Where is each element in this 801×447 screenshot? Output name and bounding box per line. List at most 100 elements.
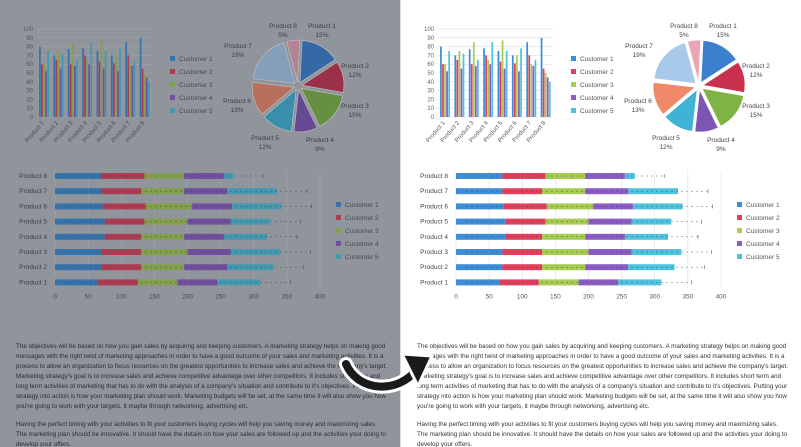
hbar-segment [141,188,185,195]
bar [84,55,86,117]
hbar-segment [542,233,586,240]
panel-divider [400,0,401,447]
pie-slice [652,82,696,115]
bar [96,51,99,117]
x-tick-label: 350 [281,293,292,300]
legend-swatch [336,254,341,259]
bar [141,68,144,117]
bar [119,48,121,117]
bar [470,64,473,117]
bar [98,61,101,117]
bar [90,42,93,118]
pie-slice [687,39,701,83]
pie-slice [252,42,296,84]
legend-label: Customer 1 [179,56,213,63]
after-panel: 0 10 20 30 40 50 60 70 80 90 100 Product 1 Product 2… [401,0,801,447]
legend-swatch [571,56,576,61]
hbar-segment [187,218,231,225]
hbar-segment [187,249,231,255]
bar [499,61,502,117]
hbar-segment [538,279,579,286]
hbar-segment [456,173,503,179]
bar [102,68,105,117]
y-tick-label: 10 [26,106,33,112]
hbar-segment [144,173,185,179]
hbar-segment [177,279,218,286]
bar [440,46,442,117]
y-tick-label: Product 2 [19,264,47,271]
legend-swatch [170,108,175,113]
y-tick-label: Product 3 [420,249,448,256]
paragraph-2: Having the perfect timing with your acti… [16,421,386,447]
y-tick-label: 0 [431,115,435,121]
legend-label: Customer 2 [746,215,780,222]
curved-arrow-icon [339,352,434,394]
hbar-segment [98,279,138,286]
pie-label: Product 1 [709,23,737,30]
legend-label: Customer 1 [345,202,379,209]
bar [483,48,485,117]
pie-slice [293,88,318,133]
y-tick-label: 60 [26,62,33,68]
bar [446,71,448,117]
bar [86,59,89,117]
legend-label: Customer 3 [746,228,780,235]
bar [59,68,62,117]
bar [544,73,547,117]
hbar-segment [55,173,102,179]
hbar-segment [624,173,635,179]
legend-swatch [170,95,175,100]
y-tick-label: 80 [26,45,33,51]
legend-swatch [737,202,742,207]
bar [442,64,444,117]
pie-slice [701,88,744,127]
bar [454,55,457,117]
x-tick-label: 250 [215,293,226,300]
y-tick-label: 40 [26,80,33,86]
pie-percent: 12% [348,72,361,79]
hbar-segment [55,218,105,225]
bar [43,64,45,117]
bar [542,68,545,117]
x-tick-label: 200 [182,293,193,300]
hbar-segment [55,264,102,271]
y-tick-label: 100 [424,27,435,33]
legend-swatch [336,202,341,207]
bar [147,81,150,117]
pie-label: Product 5 [652,135,680,142]
y-tick-label: 0 [30,115,34,121]
y-tick-label: Product 7 [19,188,47,195]
hbar-segment [588,218,632,225]
x-tick-label: 250 [616,293,627,300]
pie-percent: 15% [315,32,328,39]
x-tick-label: 150 [149,293,160,300]
legend-label: Customer 3 [345,228,379,235]
pie-percent: 12% [749,72,762,79]
pie-percent: 19% [231,52,244,59]
y-tick-label: Product 3 [19,249,47,256]
pie-label: Product 6 [223,98,251,105]
legend-label: Customer 5 [345,254,379,261]
y-tick-label: Product 5 [19,219,47,226]
hbar-segment [102,203,146,210]
bar [526,42,529,118]
pie-slice [694,88,719,133]
hbar-segment [545,173,586,179]
pie-slice [299,40,336,84]
y-tick-label: 50 [427,71,434,77]
bar [516,55,518,117]
pie-label: Product 4 [707,137,735,144]
bar [145,77,148,117]
bar [73,65,76,117]
hbar-segment [618,279,662,286]
legend-swatch [336,241,341,246]
legend-swatch [170,56,175,61]
bar [501,40,504,117]
hbar-segment [141,264,185,271]
pie-percent: 15% [348,112,361,119]
hbar-segment [593,203,633,210]
bar [100,40,103,117]
pie-percent: 19% [632,52,645,59]
pie-label: Product 2 [742,63,770,70]
